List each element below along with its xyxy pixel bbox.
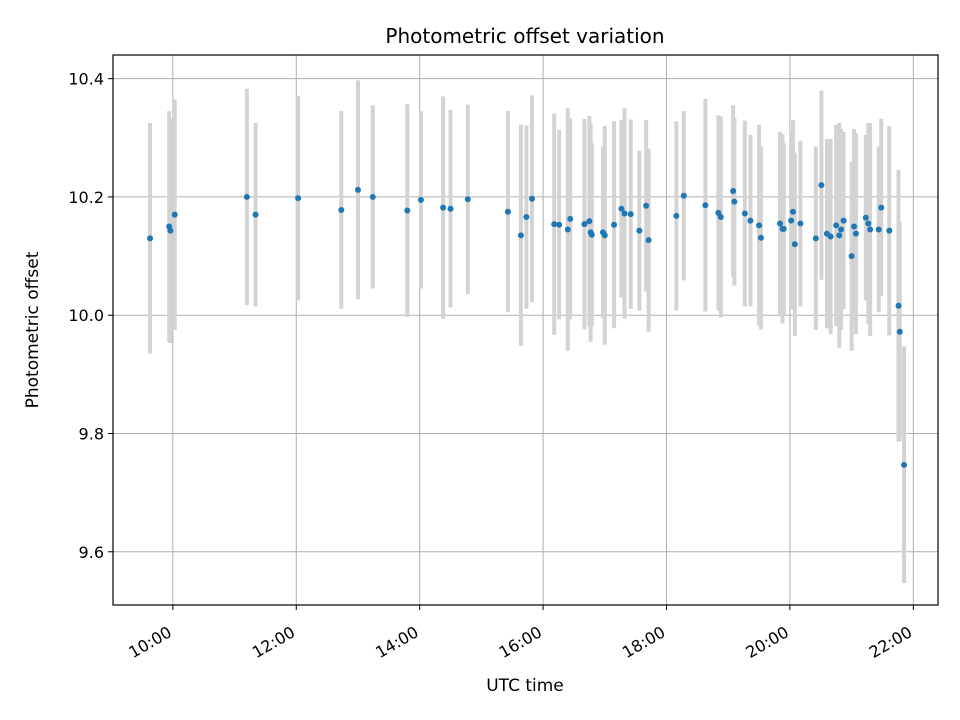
data-point: [171, 211, 178, 218]
x-axis-label: UTC time: [486, 676, 564, 696]
data-point: [295, 195, 302, 202]
data-point: [354, 186, 361, 193]
data-point: [252, 211, 259, 218]
data-point: [867, 226, 874, 233]
data-point: [812, 235, 819, 242]
data-point: [780, 225, 787, 232]
data-point: [447, 205, 454, 212]
data-point: [567, 215, 574, 222]
data-point: [551, 221, 558, 228]
y-tick-label: 10.4: [68, 70, 104, 89]
data-point: [895, 302, 902, 309]
data-point: [851, 223, 858, 230]
chart-title: Photometric offset variation: [385, 24, 664, 48]
y-tick-label: 9.8: [79, 424, 104, 443]
data-point: [852, 230, 859, 237]
data-point: [404, 207, 411, 214]
data-point: [680, 192, 687, 199]
data-point: [862, 214, 869, 221]
data-point: [523, 214, 530, 221]
data-point: [741, 210, 748, 217]
plot-frame: [112, 54, 939, 606]
data-point: [528, 195, 535, 202]
data-point: [369, 193, 376, 200]
data-point: [797, 220, 804, 227]
data-point: [586, 218, 593, 225]
data-point: [865, 220, 872, 227]
data-points: [147, 182, 908, 468]
data-point: [788, 217, 795, 224]
data-point: [440, 204, 447, 211]
y-tick-label: 10.2: [68, 188, 104, 207]
data-point: [848, 253, 855, 260]
data-point: [517, 232, 524, 239]
data-point: [627, 211, 634, 218]
data-point: [896, 328, 903, 335]
data-point: [827, 233, 834, 240]
data-point: [717, 214, 724, 221]
data-point: [789, 208, 796, 215]
data-point: [747, 217, 754, 224]
data-point: [611, 221, 618, 228]
data-point: [167, 227, 174, 234]
data-point: [645, 237, 652, 244]
data-point: [556, 221, 563, 228]
data-point: [673, 212, 680, 219]
data-point: [618, 205, 625, 212]
data-point: [833, 222, 840, 229]
data-point: [581, 221, 588, 228]
data-point: [643, 202, 650, 209]
data-point: [731, 198, 738, 205]
data-point: [777, 220, 784, 227]
y-tick-label: 9.6: [79, 543, 104, 562]
data-point: [417, 196, 424, 203]
data-point: [621, 210, 628, 217]
data-point: [840, 217, 847, 224]
data-point: [901, 461, 908, 468]
data-point: [338, 206, 345, 213]
data-point: [147, 235, 154, 242]
data-point: [836, 232, 843, 239]
data-point: [636, 227, 643, 234]
data-point: [702, 202, 709, 209]
data-point: [818, 182, 825, 189]
data-point: [757, 234, 764, 241]
data-point: [875, 226, 882, 233]
data-point: [504, 208, 511, 215]
data-point: [791, 241, 798, 248]
data-point: [601, 232, 608, 239]
y-axis-ticks: 9.6 9.8 10.0 10.2 10.4: [68, 70, 113, 562]
data-point: [730, 188, 737, 195]
data-point: [588, 231, 595, 238]
data-point: [878, 204, 885, 211]
data-point: [886, 227, 893, 234]
data-point: [756, 222, 763, 229]
data-point: [243, 193, 250, 200]
data-point: [564, 226, 571, 233]
y-axis-label: Photometric offset: [23, 251, 43, 408]
data-point: [464, 196, 471, 203]
data-point: [838, 226, 845, 233]
y-tick-label: 10.0: [68, 306, 104, 325]
